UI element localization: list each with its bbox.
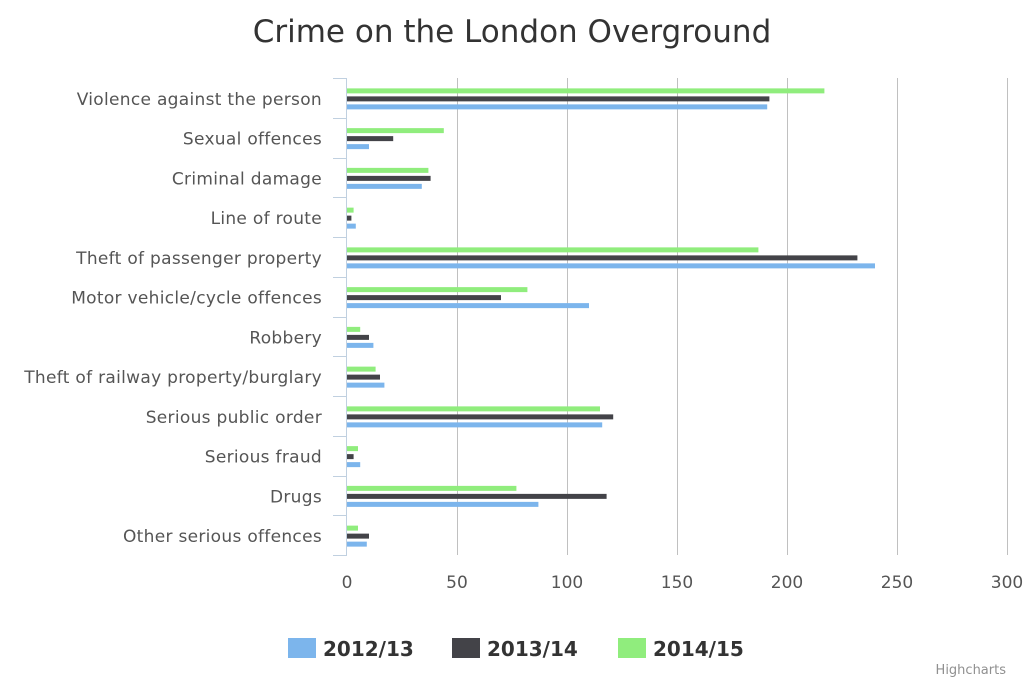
bar[interactable] <box>347 175 431 181</box>
credits-link[interactable]: Highcharts <box>936 663 1007 678</box>
bar[interactable] <box>347 374 380 380</box>
category-axis <box>333 78 347 556</box>
category-label: Sexual offences <box>183 130 322 150</box>
legend-swatch <box>452 638 480 658</box>
legend-swatch <box>288 638 316 658</box>
category-label: Criminal damage <box>172 169 322 189</box>
category-label: Serious fraud <box>205 448 322 468</box>
bar[interactable] <box>347 485 517 491</box>
chart-title: Crime on the London Overground <box>253 14 772 50</box>
legend[interactable]: 2012/13 2013/14 2014/15 <box>288 637 744 661</box>
bar[interactable] <box>347 167 429 173</box>
bar[interactable] <box>347 223 356 229</box>
value-axis-ticks: 0 50 100 150 200 250 300 <box>342 573 1024 593</box>
category-label: Motor vehicle/cycle offences <box>71 289 322 309</box>
bar[interactable] <box>347 454 354 460</box>
bar[interactable] <box>347 215 352 221</box>
grid-lines <box>457 78 1008 555</box>
bar[interactable] <box>347 287 528 293</box>
bar[interactable] <box>347 136 394 142</box>
bar[interactable] <box>347 541 367 547</box>
category-label: Violence against the person <box>77 90 322 110</box>
legend-item[interactable]: 2013/14 <box>452 637 578 661</box>
bar[interactable] <box>347 326 361 332</box>
tick-label: 100 <box>551 573 583 593</box>
bar[interactable] <box>347 263 875 269</box>
bar[interactable] <box>347 414 614 420</box>
bar[interactable] <box>347 96 770 102</box>
bar[interactable] <box>347 255 858 261</box>
legend-item[interactable]: 2012/13 <box>288 637 414 661</box>
bar[interactable] <box>347 207 354 213</box>
bar[interactable] <box>347 303 589 309</box>
legend-swatch <box>618 638 646 658</box>
category-label: Other serious offences <box>123 527 322 547</box>
bar[interactable] <box>347 342 374 348</box>
bar[interactable] <box>347 501 539 507</box>
bar[interactable] <box>347 104 768 110</box>
tick-label: 150 <box>661 573 693 593</box>
category-labels: Violence against the person Sexual offenc… <box>23 90 322 547</box>
bar[interactable] <box>347 493 607 499</box>
bar[interactable] <box>347 446 358 452</box>
legend-label: 2014/15 <box>653 637 744 661</box>
tick-label: 50 <box>446 573 468 593</box>
tick-label: 250 <box>881 573 913 593</box>
bar[interactable] <box>347 183 422 189</box>
tick-label: 300 <box>991 573 1023 593</box>
bar[interactable] <box>347 247 759 253</box>
bar[interactable] <box>347 88 825 94</box>
bar[interactable] <box>347 128 444 134</box>
bar[interactable] <box>347 533 369 539</box>
category-label: Theft of passenger property <box>75 249 322 269</box>
bar[interactable] <box>347 366 376 372</box>
bar[interactable] <box>347 144 369 150</box>
tick-label: 0 <box>342 573 353 593</box>
category-label: Theft of railway property/burglary <box>23 368 322 388</box>
category-label: Robbery <box>249 328 322 348</box>
tick-label: 200 <box>771 573 803 593</box>
bar[interactable] <box>347 382 385 388</box>
bar[interactable] <box>347 334 369 340</box>
bars <box>347 88 875 547</box>
legend-label: 2013/14 <box>487 637 578 661</box>
category-label: Drugs <box>270 487 322 507</box>
bar[interactable] <box>347 525 358 531</box>
category-label: Line of route <box>211 209 322 229</box>
bar[interactable] <box>347 295 501 301</box>
bar[interactable] <box>347 462 361 468</box>
legend-label: 2012/13 <box>323 637 414 661</box>
bar[interactable] <box>347 406 600 412</box>
legend-item[interactable]: 2014/15 <box>618 637 744 661</box>
bar[interactable] <box>347 422 603 428</box>
category-label: Serious public order <box>146 408 322 428</box>
